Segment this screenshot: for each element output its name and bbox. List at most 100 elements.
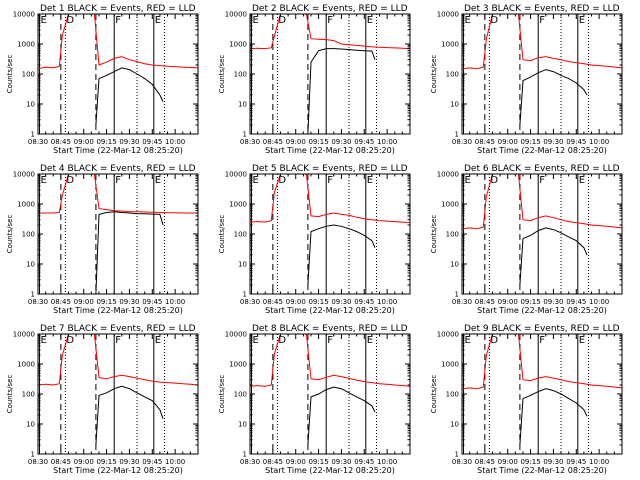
x-tick-label: 09:00 bbox=[498, 138, 518, 146]
y-tick-label: 100 bbox=[22, 71, 35, 79]
y-tick-label: 10 bbox=[26, 101, 35, 109]
lld-series-line bbox=[462, 174, 622, 230]
plot-area bbox=[462, 174, 622, 294]
marker-label: E bbox=[41, 335, 47, 346]
y-tick-label: 10000 bbox=[13, 331, 35, 339]
x-tick-label: 09:15 bbox=[520, 138, 540, 146]
marker-label: D bbox=[278, 175, 286, 186]
plot-frame bbox=[37, 13, 199, 135]
marker-label: E bbox=[155, 335, 161, 346]
marker-label: F bbox=[115, 335, 121, 346]
y-axis-label: Counts/sec bbox=[218, 55, 226, 94]
x-tick-label: 09:30 bbox=[331, 138, 351, 146]
x-tick-label: 09:45 bbox=[142, 298, 162, 306]
marker-label: D bbox=[490, 15, 498, 26]
x-axis-label: Start Time (22-Mar-12 08:25:20) bbox=[265, 306, 395, 315]
marker-label: D bbox=[278, 335, 286, 346]
marker-label: F bbox=[539, 335, 545, 346]
lld-series-line bbox=[462, 14, 622, 70]
y-axis-label: Counts/sec bbox=[430, 375, 438, 414]
x-axis-label: Start Time (22-Mar-12 08:25:20) bbox=[265, 466, 395, 475]
x-tick-label: 09:45 bbox=[354, 138, 374, 146]
lld-series-line bbox=[38, 174, 198, 214]
y-tick-label: 10000 bbox=[225, 331, 247, 339]
marker-label: D bbox=[490, 335, 498, 346]
y-tick-label: 10 bbox=[26, 261, 35, 269]
events-series-line bbox=[95, 67, 164, 126]
y-tick-label: 1000 bbox=[229, 201, 247, 209]
x-tick-label: 09:00 bbox=[286, 138, 306, 146]
x-tick-label: 09:45 bbox=[142, 138, 162, 146]
marker-label: F bbox=[539, 175, 545, 186]
x-tick-label: 08:30 bbox=[240, 138, 260, 146]
panel-title: Det 5 BLACK = Events, RED = LLD bbox=[252, 164, 408, 174]
x-tick-label: 10:00 bbox=[377, 138, 397, 146]
marker-label: D bbox=[66, 175, 74, 186]
marker-label: E bbox=[465, 335, 471, 346]
x-tick-label: 08:30 bbox=[28, 458, 48, 466]
x-tick-label: 09:15 bbox=[96, 458, 116, 466]
x-tick-label: 09:45 bbox=[354, 298, 374, 306]
marker-label: F bbox=[327, 15, 333, 26]
panel-title: Det 9 BLACK = Events, RED = LLD bbox=[464, 324, 620, 334]
x-tick-label: 09:15 bbox=[96, 298, 116, 306]
plot-frame bbox=[461, 13, 623, 135]
plot-area bbox=[250, 174, 410, 294]
x-tick-label: 09:15 bbox=[520, 458, 540, 466]
marker-label: E bbox=[253, 335, 259, 346]
panel-title: Det 3 BLACK = Events, RED = LLD bbox=[464, 4, 620, 14]
plot-area bbox=[38, 174, 198, 294]
x-axis-label: Start Time (22-Mar-12 08:25:20) bbox=[53, 146, 183, 155]
x-tick-label: 08:45 bbox=[263, 138, 283, 146]
marker-label: E bbox=[579, 15, 585, 26]
x-tick-label: 08:45 bbox=[475, 298, 495, 306]
y-tick-label: 10000 bbox=[13, 11, 35, 19]
x-tick-label: 09:45 bbox=[566, 298, 586, 306]
y-tick-label: 100 bbox=[22, 391, 35, 399]
x-tick-label: 10:00 bbox=[165, 138, 185, 146]
y-tick-label: 10000 bbox=[437, 331, 459, 339]
x-tick-label: 09:00 bbox=[74, 458, 94, 466]
marker-label: E bbox=[367, 175, 373, 186]
x-tick-label: 08:30 bbox=[28, 298, 48, 306]
x-tick-label: 10:00 bbox=[165, 298, 185, 306]
x-tick-label: 08:45 bbox=[475, 138, 495, 146]
marker-label: E bbox=[253, 15, 259, 26]
marker-label: F bbox=[539, 15, 545, 26]
panel-title: Det 2 BLACK = Events, RED = LLD bbox=[252, 4, 408, 14]
x-tick-label: 08:45 bbox=[51, 298, 71, 306]
x-tick-label: 09:15 bbox=[308, 138, 328, 146]
x-axis-label: Start Time (22-Mar-12 08:25:20) bbox=[265, 146, 395, 155]
plot-frame bbox=[461, 173, 623, 295]
x-tick-label: 09:45 bbox=[142, 458, 162, 466]
marker-label: E bbox=[155, 15, 161, 26]
x-tick-label: 10:00 bbox=[589, 138, 609, 146]
x-tick-label: 10:00 bbox=[165, 458, 185, 466]
x-tick-label: 09:30 bbox=[331, 298, 351, 306]
y-tick-label: 1 bbox=[455, 131, 459, 139]
events-series-line bbox=[519, 227, 588, 286]
plot-frame bbox=[249, 13, 411, 135]
x-tick-label: 09:45 bbox=[354, 458, 374, 466]
plot-area bbox=[250, 14, 410, 134]
y-axis-label: Counts/sec bbox=[218, 215, 226, 254]
y-tick-label: 100 bbox=[234, 71, 247, 79]
x-tick-label: 09:30 bbox=[119, 138, 139, 146]
x-tick-label: 08:45 bbox=[51, 458, 71, 466]
panel-title: Det 6 BLACK = Events, RED = LLD bbox=[464, 164, 620, 174]
marker-label: E bbox=[41, 175, 47, 186]
y-axis-label: Counts/sec bbox=[6, 215, 14, 254]
y-tick-label: 10 bbox=[450, 261, 459, 269]
x-tick-label: 10:00 bbox=[589, 298, 609, 306]
marker-label: E bbox=[367, 335, 373, 346]
panel-title: Det 8 BLACK = Events, RED = LLD bbox=[252, 324, 408, 334]
y-axis-label: Counts/sec bbox=[6, 55, 14, 94]
y-axis-label: Counts/sec bbox=[430, 55, 438, 94]
marker-label: E bbox=[465, 15, 471, 26]
y-tick-label: 1 bbox=[31, 451, 35, 459]
